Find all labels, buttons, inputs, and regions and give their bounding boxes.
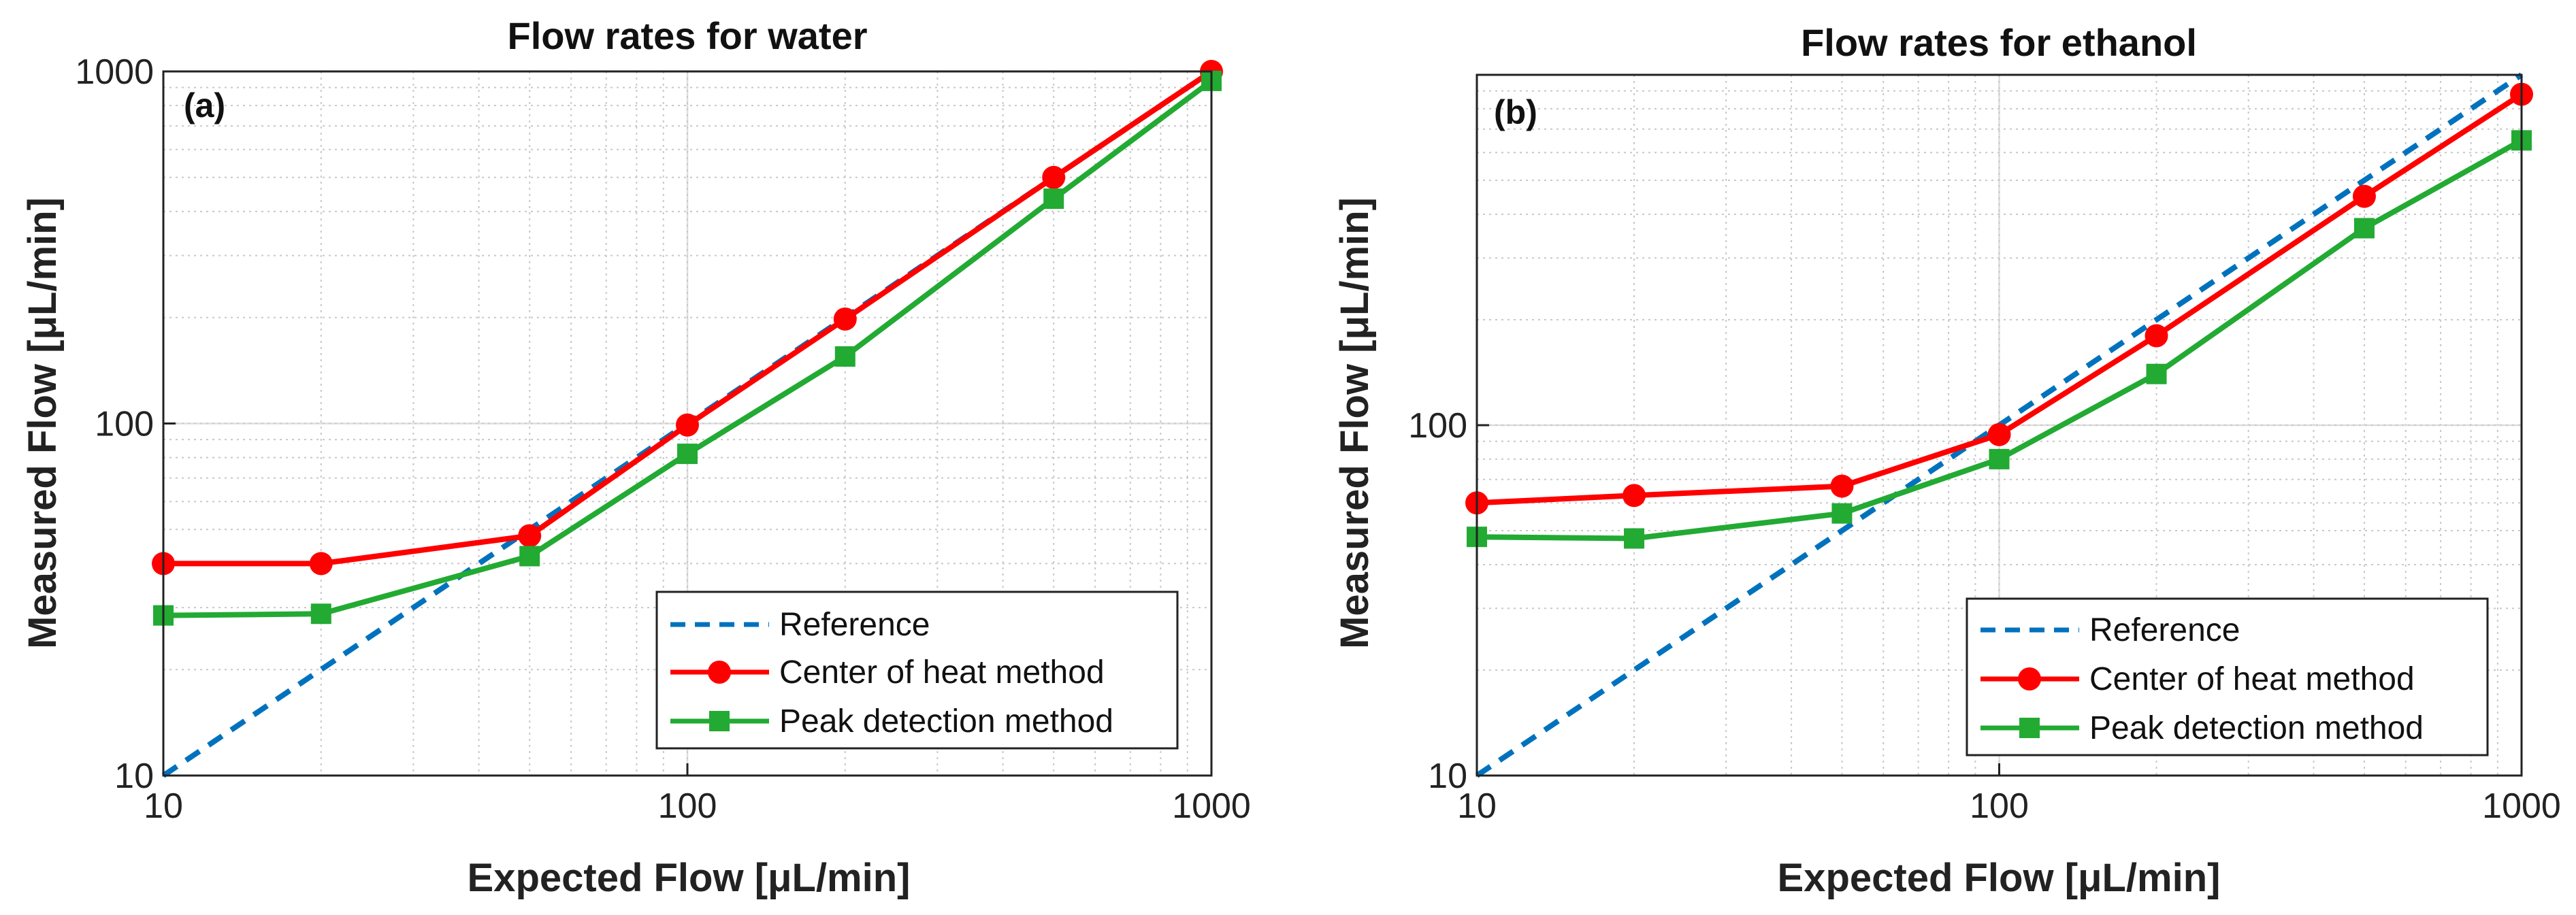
- legend-marker-square: [709, 711, 730, 731]
- legend: Reference Center of heat method Peak det…: [655, 590, 1179, 750]
- legend-label-reference: Reference: [779, 607, 930, 643]
- legend-marker-circle: [2018, 667, 2041, 691]
- x-tick-label: 10: [1457, 786, 1497, 826]
- data-point-peak-detection-method: [2353, 218, 2375, 239]
- data-point-peak-detection-method: [519, 546, 540, 567]
- data-point-center-of-heat-method: [1623, 484, 1646, 508]
- x-tick-label: 1000: [2482, 786, 2561, 826]
- x-tick-label: 1000: [1172, 786, 1251, 826]
- y-tick-label: 10: [114, 756, 154, 796]
- data-point-center-of-heat-method: [833, 307, 857, 331]
- x-tick-label: 10: [144, 786, 183, 826]
- legend-marker-circle: [708, 661, 731, 684]
- panel-label: (b): [1494, 93, 1537, 131]
- data-point-center-of-heat-method: [1987, 422, 2011, 446]
- legend-label-peak-detection: Peak detection method: [2089, 710, 2424, 746]
- x-tick-label: 100: [658, 786, 717, 826]
- data-point-peak-detection-method: [1624, 528, 1645, 549]
- legend-label-reference: Reference: [2089, 612, 2240, 648]
- y-axis-label: Measured Flow [μL/min]: [1333, 197, 1377, 649]
- x-axis-label: Expected Flow [μL/min]: [468, 856, 911, 900]
- data-point-peak-detection-method: [2146, 363, 2167, 384]
- ticks: 10 100 1000 10 100 1000: [75, 52, 1251, 826]
- data-point-center-of-heat-method: [2145, 324, 2168, 348]
- chart-title: Flow rates for ethanol: [1801, 21, 2197, 64]
- data-point-center-of-heat-method: [676, 413, 699, 437]
- series-layer: [1465, 72, 2533, 778]
- panel-ethanol: Flow rates for ethanol Measured Flow [μL…: [1333, 21, 2561, 900]
- y-axis-label: Measured Flow [μL/min]: [20, 197, 65, 649]
- y-tick-label: 100: [95, 405, 154, 444]
- data-point-peak-detection-method: [1989, 448, 2010, 469]
- data-point-center-of-heat-method: [1042, 165, 1066, 189]
- legend-label-center-of-heat: Center of heat method: [779, 654, 1105, 691]
- legend: Reference Center of heat method Peak det…: [1966, 597, 2489, 756]
- data-point-center-of-heat-method: [1830, 474, 1854, 498]
- chart-title: Flow rates for water: [507, 14, 867, 57]
- data-point-peak-detection-method: [1831, 503, 1853, 524]
- x-tick-label: 100: [1970, 786, 2029, 826]
- data-point-center-of-heat-method: [309, 552, 333, 576]
- data-point-center-of-heat-method: [518, 524, 542, 548]
- y-tick-label: 1000: [75, 52, 154, 92]
- data-point-peak-detection-method: [310, 603, 331, 625]
- legend-label-peak-detection: Peak detection method: [779, 703, 1113, 739]
- plot-frame: [162, 70, 1213, 777]
- series-layer: [152, 60, 1223, 778]
- legend-marker-square: [2019, 718, 2040, 738]
- plot-frame: [1476, 73, 2523, 777]
- y-tick-label: 10: [1428, 756, 1467, 796]
- ticks: 10 100 1000 10 100: [1408, 406, 2561, 826]
- data-point-center-of-heat-method: [2352, 184, 2376, 208]
- panel-water: Flow rates for water Measured Flow [μL/m…: [20, 14, 1251, 900]
- y-tick-label: 100: [1408, 406, 1467, 446]
- legend-label-center-of-heat: Center of heat method: [2089, 661, 2415, 697]
- x-axis-label: Expected Flow [μL/min]: [1778, 856, 2221, 900]
- panel-label: (a): [184, 86, 225, 124]
- data-point-peak-detection-method: [834, 346, 855, 367]
- data-point-peak-detection-method: [677, 444, 698, 465]
- data-point-peak-detection-method: [1043, 188, 1064, 210]
